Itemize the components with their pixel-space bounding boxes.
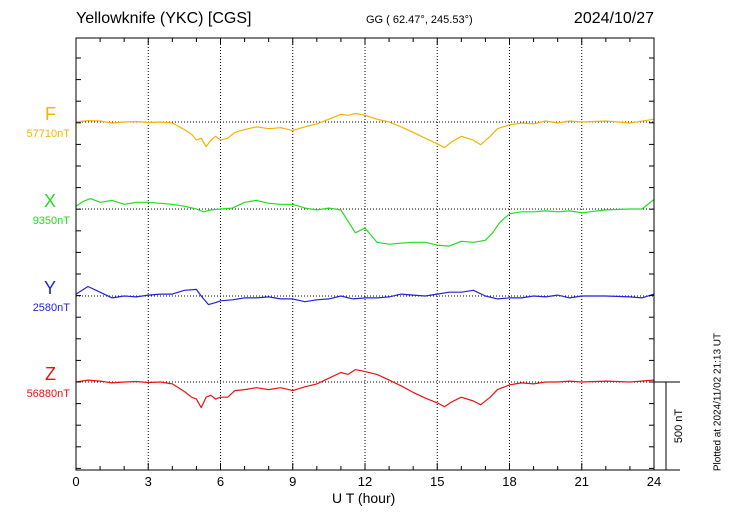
x-axis-label: U T (hour) [332,490,396,506]
plot-date: 2024/10/27 [573,10,654,27]
series-label-Y: Y [43,278,56,298]
series-label-F: F [45,104,56,124]
trace-Y [75,285,655,306]
baselines [76,121,654,383]
x-tick-label-15: 15 [430,474,445,489]
axis-ticks [75,38,655,470]
scale-bar-label: 500 nT [673,408,685,444]
plotted-timestamp: Plotted at 2024/11/02 21:13 UT [712,332,724,472]
series-label-Z: Z [45,364,56,384]
baseline-value-F: 57710nT [26,128,70,140]
x-tick-label-6: 6 [216,474,225,489]
trace-Z [75,369,655,409]
scale-bar [654,381,680,471]
baseline-value-X: 9350nT [32,215,70,227]
series-label-X: X [43,191,56,211]
grid [147,38,583,470]
x-tick-label-3: 3 [144,474,152,489]
x-tick-label-12: 12 [357,474,373,489]
station-coordinates: GG ( 62.47°, 245.53°) [366,14,473,26]
x-tick-label-9: 9 [289,474,297,489]
x-tick-label-0: 0 [72,474,80,489]
trace-X [75,198,655,247]
trace-F [75,112,655,149]
x-tick-label-18: 18 [502,474,517,489]
station-title: Yellowknife (YKC) [CGS] [76,10,252,27]
x-tick-label-24: 24 [646,474,662,489]
x-tick-label-21: 21 [574,474,589,489]
baseline-value-Z: 56880nT [26,388,70,400]
traces [75,112,655,409]
baseline-value-Y: 2580nT [32,302,70,314]
